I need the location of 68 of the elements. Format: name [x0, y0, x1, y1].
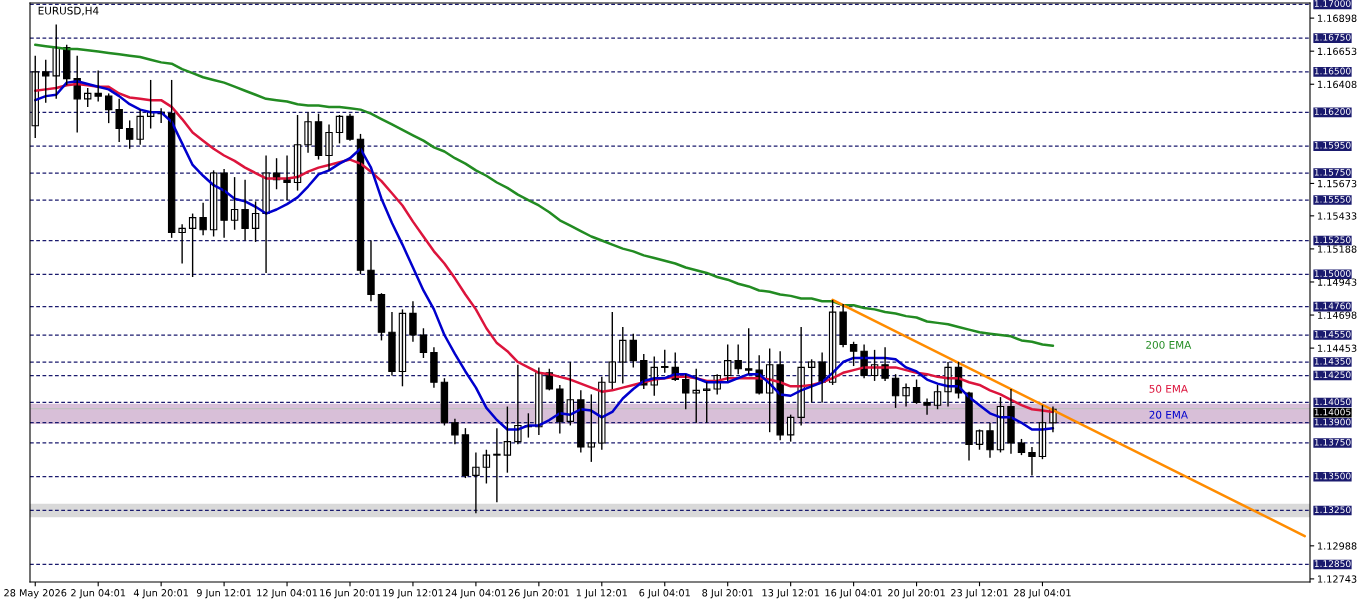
x-tick-label: 9 Jun 12:01 — [196, 589, 251, 599]
x-tick-label: 2 Jun 04:01 — [71, 589, 126, 599]
ref-line-label: 1.14005 — [1314, 408, 1351, 416]
candlestick — [52, 23, 60, 100]
ref-line-label: 1.15550 — [1314, 195, 1351, 203]
x-tick-label: 16 Jul 04:01 — [825, 588, 882, 599]
candlestick — [608, 311, 616, 390]
x-tick-label: 16 Jun 20:01 — [320, 589, 380, 599]
ref-line-label: 1.16200 — [1314, 108, 1351, 115]
x-tick-label: 28 Jul 04:01 — [1014, 588, 1071, 599]
x-tick-label: 26 Jun 20:01 — [508, 589, 569, 599]
ref-line-label: 1.13900 — [1314, 418, 1351, 426]
ref-line-label: 1.15950 — [1314, 141, 1351, 149]
x-tick-label: 20 Jul 20:01 — [888, 588, 945, 599]
ref-line-label: 1.13250 — [1314, 506, 1351, 514]
ref-line-label: 1.15000 — [1314, 270, 1351, 277]
ref-line-label: 1.16500 — [1314, 67, 1351, 75]
text: 200 EMA — [1146, 340, 1192, 349]
ref-line-label: 1.13750 — [1314, 438, 1351, 446]
candlestick — [692, 368, 700, 424]
candlestick — [493, 427, 501, 504]
candlestick — [629, 332, 637, 369]
ref-line-label: 1.15250 — [1314, 236, 1351, 244]
candlestick — [42, 58, 50, 104]
y-tick-label: 1.16653 — [1318, 47, 1357, 56]
ref-line-label: 1.14050 — [1314, 398, 1351, 406]
x-tick-label: 1 Jul 12:01 — [576, 588, 627, 599]
ref-line-label: 1.17000 — [1314, 0, 1351, 7]
y-tick-label: 1.15673 — [1318, 179, 1357, 188]
ref-line-label: 1.14350 — [1314, 357, 1351, 365]
ref-line-label: 1.12850 — [1314, 560, 1351, 568]
candlestick — [619, 326, 627, 385]
candlestick — [703, 381, 711, 424]
chart-title: EURUSD,H4 — [38, 6, 99, 16]
y-tick-label: 1.14698 — [1318, 311, 1357, 319]
candlestick — [682, 373, 690, 410]
ref-line-label: 1.13500 — [1314, 472, 1351, 480]
candlestick — [724, 343, 732, 382]
candlestick — [734, 343, 742, 375]
text: 50 EMA — [1149, 384, 1188, 393]
x-tick-label: 28 May 2026 — [4, 589, 67, 599]
candlestick — [744, 327, 753, 375]
x-tick-label: 24 Jun 04:01 — [445, 589, 506, 599]
x-tick-label: 12 Jun 04:01 — [257, 589, 318, 599]
y-tick-label: 1.16898 — [1318, 14, 1357, 22]
line-series — [34, 43, 1055, 348]
y-tick-label: 1.14453 — [1318, 344, 1357, 352]
candlestick — [94, 69, 102, 103]
ref-line-label: 1.14250 — [1314, 371, 1351, 379]
ref-line-label: 1.15750 — [1314, 168, 1351, 176]
x-tick-label: 4 Jun 20:01 — [133, 589, 189, 599]
candlestick — [587, 393, 596, 463]
candlestick — [661, 349, 669, 374]
y-tick-label: 1.15433 — [1318, 212, 1357, 220]
x-tick-label: 19 Jun 12:01 — [383, 589, 443, 599]
x-tick-label: 13 Jul 12:01 — [762, 588, 819, 599]
text: 20 EMA — [1149, 410, 1188, 419]
y-tick-label: 1.15188 — [1318, 245, 1357, 253]
y-tick-label: 1.16408 — [1318, 80, 1357, 89]
ref-line-label: 1.16750 — [1314, 33, 1351, 41]
ref-line-label: 1.14760 — [1314, 302, 1351, 310]
ref-line-label: 1.14550 — [1314, 330, 1351, 338]
y-tick-label: 1.12743 — [1318, 575, 1357, 583]
x-tick-label: 6 Jul 04:01 — [639, 588, 690, 599]
x-tick-label: 8 Jul 20:01 — [702, 588, 753, 599]
x-tick-label: 23 Jul 12:01 — [951, 588, 1008, 599]
y-tick-label: 1.12988 — [1318, 542, 1357, 550]
y-tick-label: 1.14943 — [1318, 278, 1357, 286]
